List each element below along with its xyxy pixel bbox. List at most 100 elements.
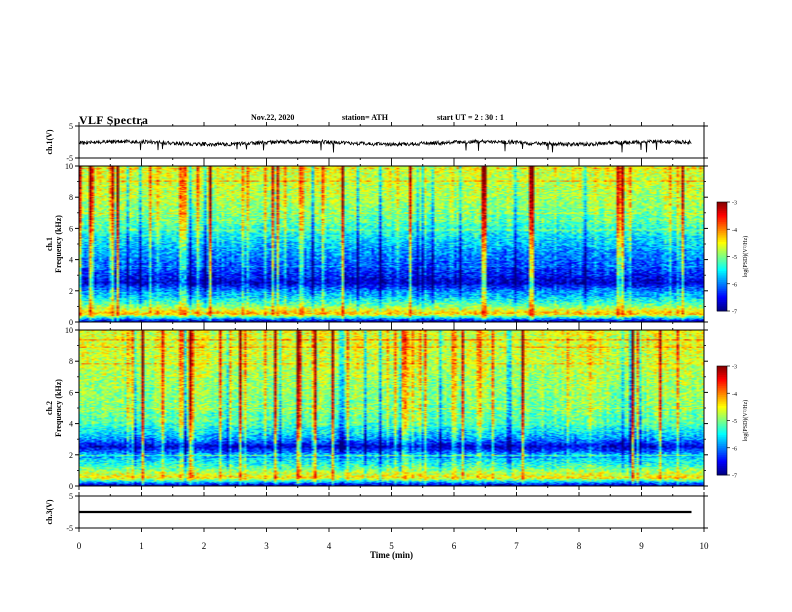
- colorbar-step: [717, 289, 727, 292]
- colorbar-step: [717, 396, 727, 400]
- colorbar-step: [717, 247, 727, 250]
- ch1-waveform-line: [78, 138, 692, 153]
- y-tick-label: 0: [69, 482, 73, 491]
- colorbar-step: [717, 405, 727, 409]
- colorbar-step: [717, 404, 727, 407]
- x-tick-label: 9: [639, 541, 644, 551]
- start-time-label: start UT = 2 : 30 : 1: [437, 113, 504, 122]
- colorbar-step: [717, 291, 727, 294]
- colorbar-step: [717, 258, 727, 261]
- y-tick-label: -5: [66, 524, 73, 533]
- colorbar-tick-label: -6: [732, 282, 737, 288]
- date-label: Nov.22, 2020: [251, 113, 295, 122]
- colorbar-step: [717, 366, 727, 369]
- colorbar-step: [717, 265, 727, 268]
- colorbar-step: [717, 384, 727, 387]
- colorbar-step: [717, 241, 727, 245]
- colorbar-step: [717, 240, 727, 243]
- colorbar-step: [717, 389, 727, 392]
- colorbar-tick-label: -6: [732, 446, 737, 452]
- colorbar-step: [717, 296, 727, 299]
- colorbar-step: [717, 473, 727, 476]
- panel-ylabel: ch.1: [45, 237, 54, 251]
- colorbar-label: log(PSD)(V²/Hz): [742, 236, 749, 277]
- colorbar-step: [717, 407, 727, 410]
- spectrogram-ch2: [79, 330, 704, 486]
- colorbar-step: [717, 209, 727, 212]
- colorbar-step: [717, 369, 727, 372]
- colorbar-step: [717, 436, 727, 440]
- colorbar-step: [717, 267, 727, 270]
- colorbar-step: [717, 223, 727, 227]
- colorbar-step: [717, 307, 727, 310]
- colorbar-tick-label: -3: [732, 365, 737, 371]
- colorbar-step: [717, 205, 727, 208]
- panel-ylabel-sub: Frequency (kHz): [54, 215, 63, 273]
- colorbar-step: [717, 447, 727, 450]
- colorbar-step: [717, 271, 727, 274]
- colorbar-step: [717, 249, 727, 252]
- chart-title: VLF Spectra: [79, 113, 149, 127]
- colorbar-step: [717, 207, 727, 210]
- colorbar-step: [717, 400, 727, 403]
- colorbar-step: [717, 413, 727, 416]
- x-tick-label: 0: [77, 541, 82, 551]
- x-tick-label: 2: [202, 541, 207, 551]
- colorbar-step: [717, 467, 727, 470]
- colorbar-step: [717, 272, 727, 276]
- colorbar-step: [717, 243, 727, 246]
- colorbar-step: [717, 387, 727, 391]
- colorbar-step: [717, 442, 727, 445]
- colorbar-step: [717, 435, 727, 438]
- colorbar-step: [717, 471, 727, 474]
- colorbar-step: [717, 301, 727, 305]
- colorbar-step: [717, 281, 727, 285]
- y-tick-label: 8: [69, 357, 73, 366]
- colorbar-label: log(PSD)(V²/Hz): [742, 400, 749, 441]
- y-tick-label: -5: [66, 154, 73, 163]
- colorbar-step: [717, 455, 727, 458]
- y-tick-label: 4: [69, 256, 73, 265]
- ch3-waveform-band: [79, 510, 692, 514]
- y-tick-label: 10: [65, 326, 73, 335]
- colorbar-step: [717, 245, 727, 248]
- colorbar-step: [717, 203, 727, 207]
- colorbar-step: [717, 465, 727, 469]
- colorbar-step: [717, 276, 727, 279]
- colorbar-step: [717, 252, 727, 256]
- colorbar-step: [717, 236, 727, 239]
- y-tick-label: 2: [69, 287, 73, 296]
- colorbar-step: [717, 395, 727, 398]
- panel-ylabel: ch.3(V): [45, 499, 54, 524]
- colorbar-step: [717, 280, 727, 283]
- colorbar-step: [717, 415, 727, 418]
- y-tick-label: 0: [69, 318, 73, 327]
- colorbar-step: [717, 227, 727, 230]
- colorbar-step: [717, 393, 727, 396]
- colorbar-step: [717, 254, 727, 257]
- colorbar-step: [717, 305, 727, 308]
- colorbar-step: [717, 202, 727, 205]
- colorbar-step: [717, 429, 727, 432]
- colorbar-step: [717, 231, 727, 234]
- colorbar-step: [717, 444, 727, 447]
- x-tick-label: 5: [389, 541, 394, 551]
- colorbar-step: [717, 402, 727, 405]
- colorbar-step: [717, 391, 727, 394]
- colorbar-tick-label: -5: [732, 419, 737, 425]
- x-tick-label: 6: [452, 541, 457, 551]
- colorbar-step: [717, 225, 727, 228]
- y-tick-label: 5: [69, 122, 73, 131]
- colorbar-step: [717, 251, 727, 254]
- colorbar-step: [717, 229, 727, 232]
- colorbar-step: [717, 220, 727, 223]
- colorbar-step: [717, 375, 727, 378]
- x-axis-label: Time (min): [370, 550, 413, 560]
- x-tick-label: 1: [139, 541, 144, 551]
- panel-ylabel-sub: Frequency (kHz): [54, 379, 63, 437]
- colorbar-step: [717, 216, 727, 219]
- colorbar-step: [717, 451, 727, 454]
- colorbar-step: [717, 453, 727, 456]
- colorbar-step: [717, 298, 727, 301]
